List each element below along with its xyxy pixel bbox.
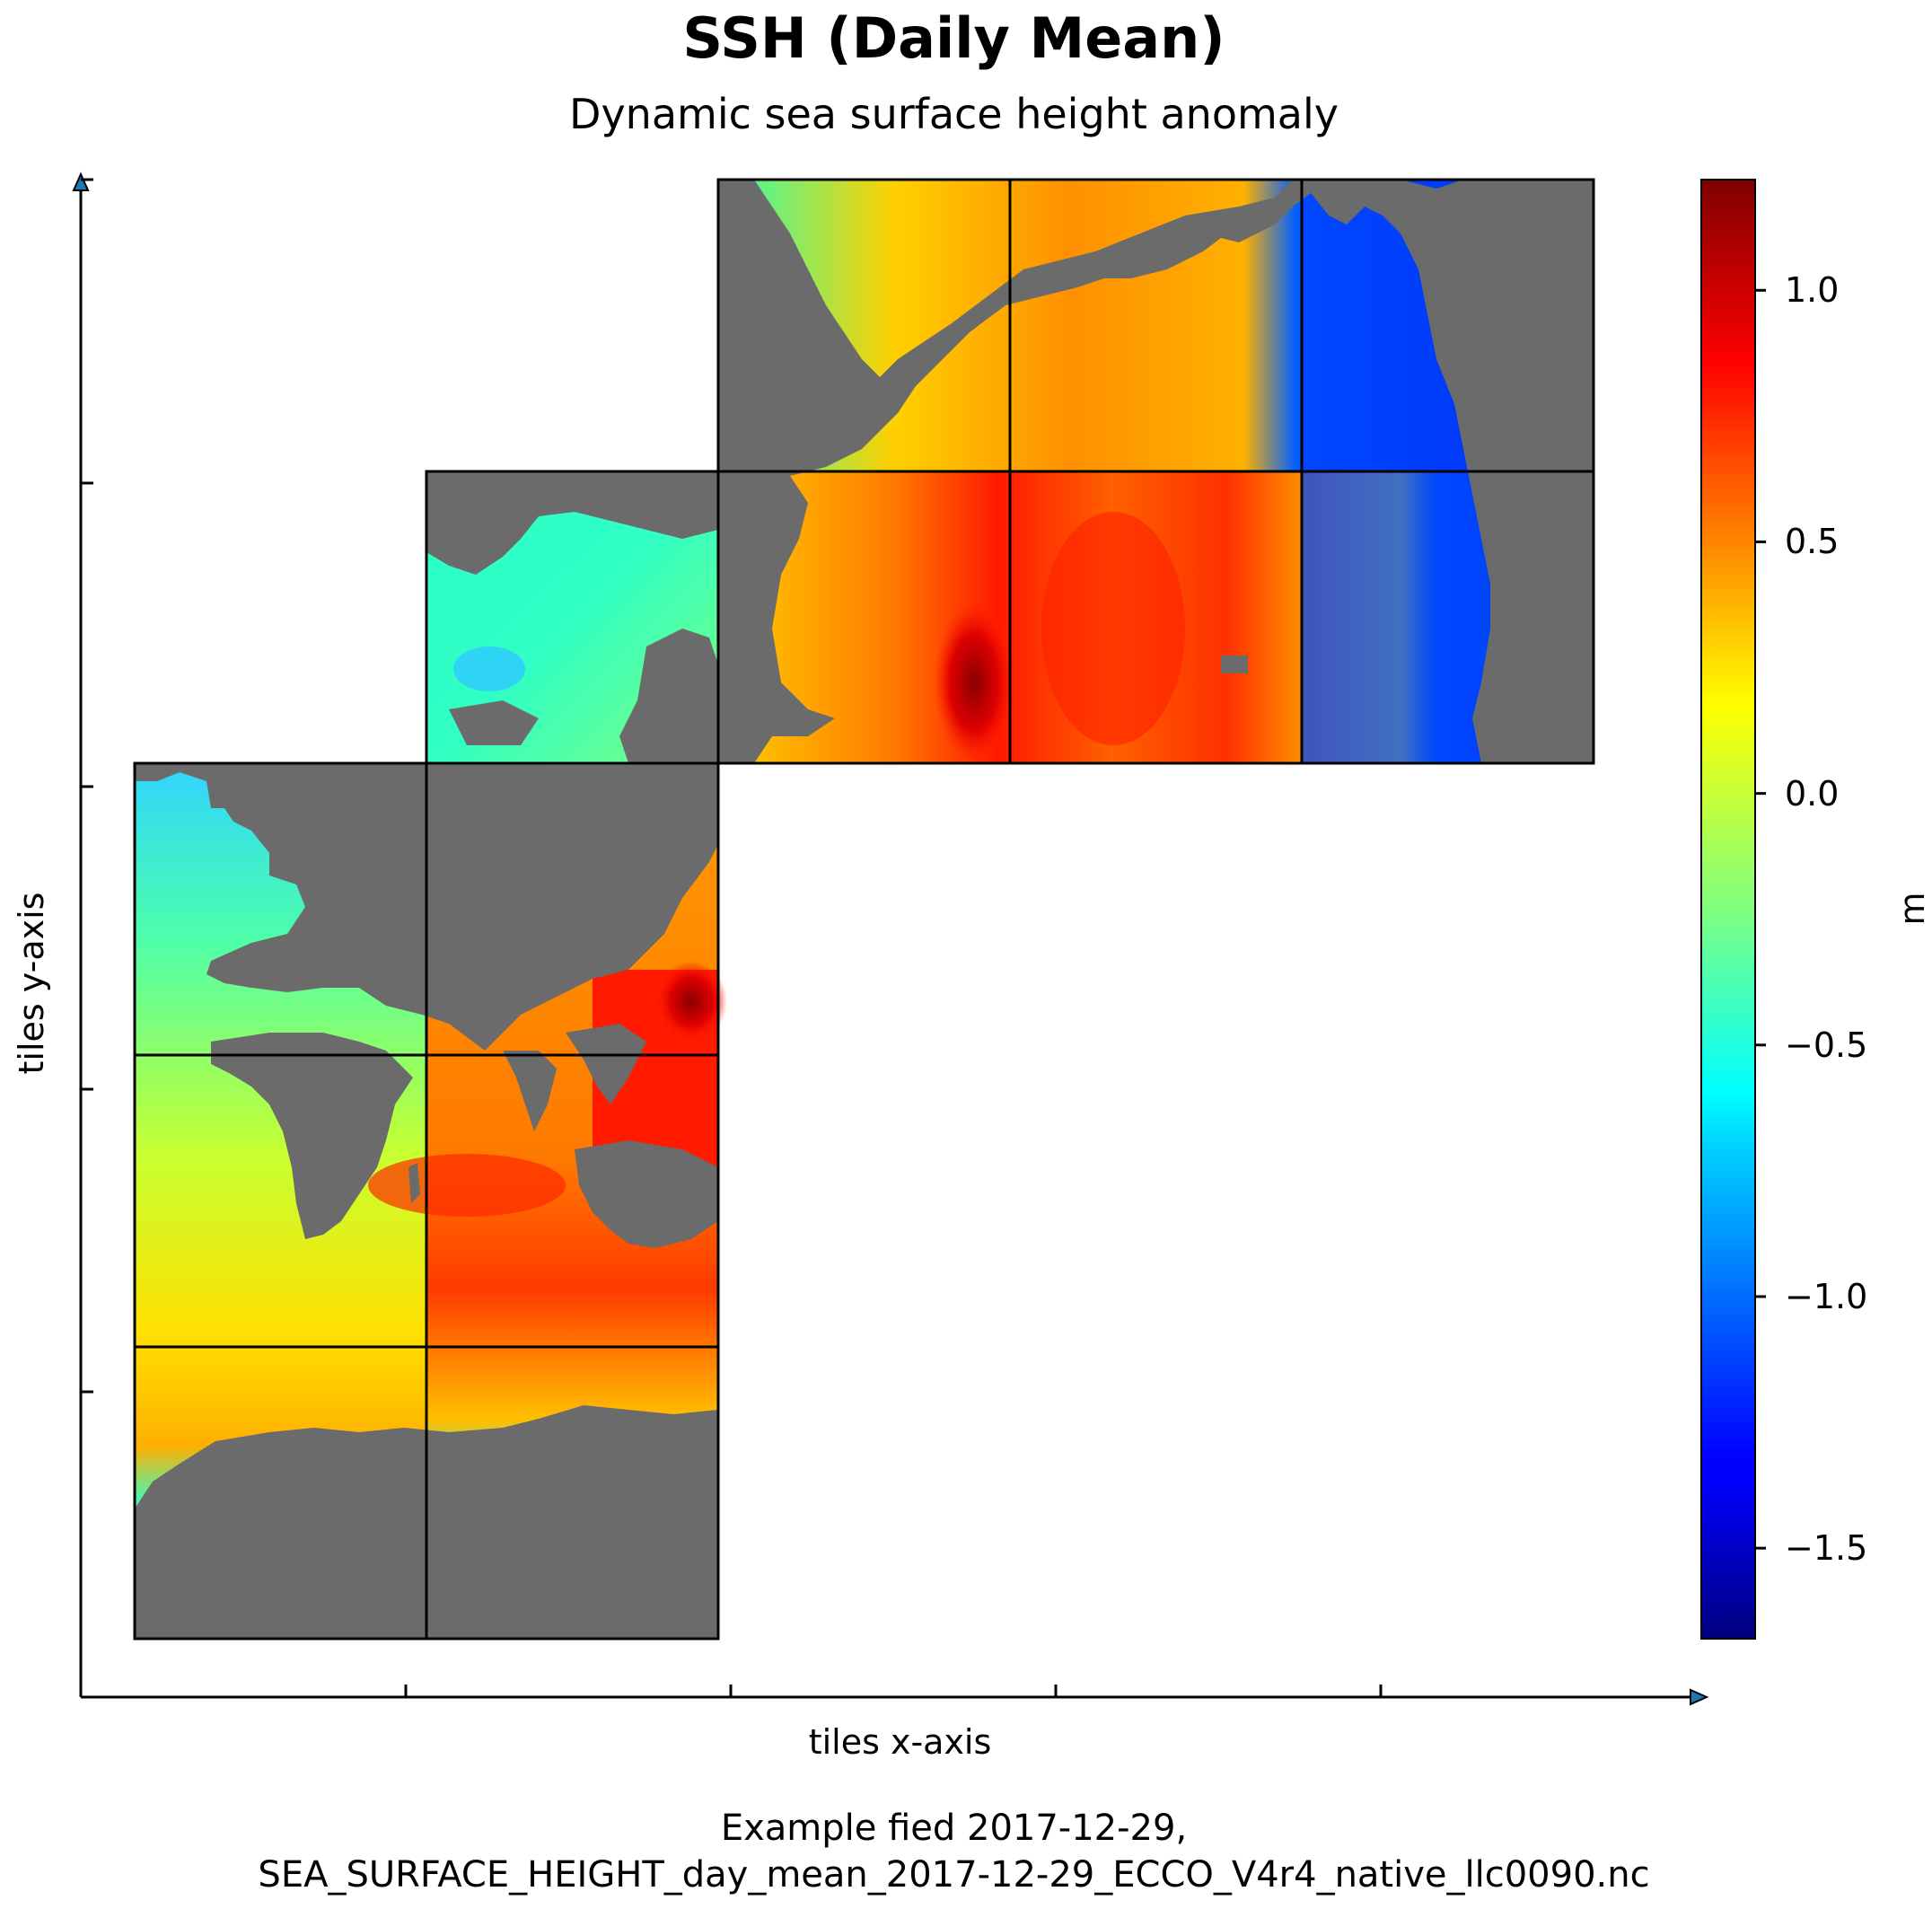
colorbar [1700,179,1756,1640]
tile-block-pacific [716,178,1595,765]
caption-line-1: Example fied 2017-12-29, [720,1808,1188,1849]
tile-block-arctic [425,470,720,765]
chart-title: SSH (Daily Mean) [682,5,1225,71]
caption-line-2: SEA_SURFACE_HEIGHT_day_mean_2017-12-29_E… [258,1854,1650,1896]
x-axis-arrow [1690,1688,1709,1706]
colorbar-tick-label: 1.0 [1785,270,1840,311]
colorbar-tick-label: −0.5 [1785,1025,1868,1065]
colorbar-tick-label: 0.0 [1785,773,1840,814]
tile-block-atlantic-indian [133,761,727,1641]
chart-subtitle: Dynamic sea surface height anomaly [569,90,1339,138]
colorbar-label: m [1892,892,1932,926]
y-axis-label: tiles y-axis [12,892,51,1075]
y-axis-arrow [72,172,90,191]
x-axis-label: tiles x-axis [808,1722,992,1762]
y-ticks [81,178,93,1394]
colorbar-tick-label: −1.0 [1785,1276,1868,1316]
colorbar-ticks [1755,288,1766,1550]
colorbar-tick-label: −1.5 [1785,1528,1868,1569]
colorbar-tick-label: 0.5 [1785,522,1840,562]
x-ticks [404,1685,1383,1697]
caption: Example fied 2017-12-29, SEA_SURFACE_HEI… [0,1805,1908,1898]
